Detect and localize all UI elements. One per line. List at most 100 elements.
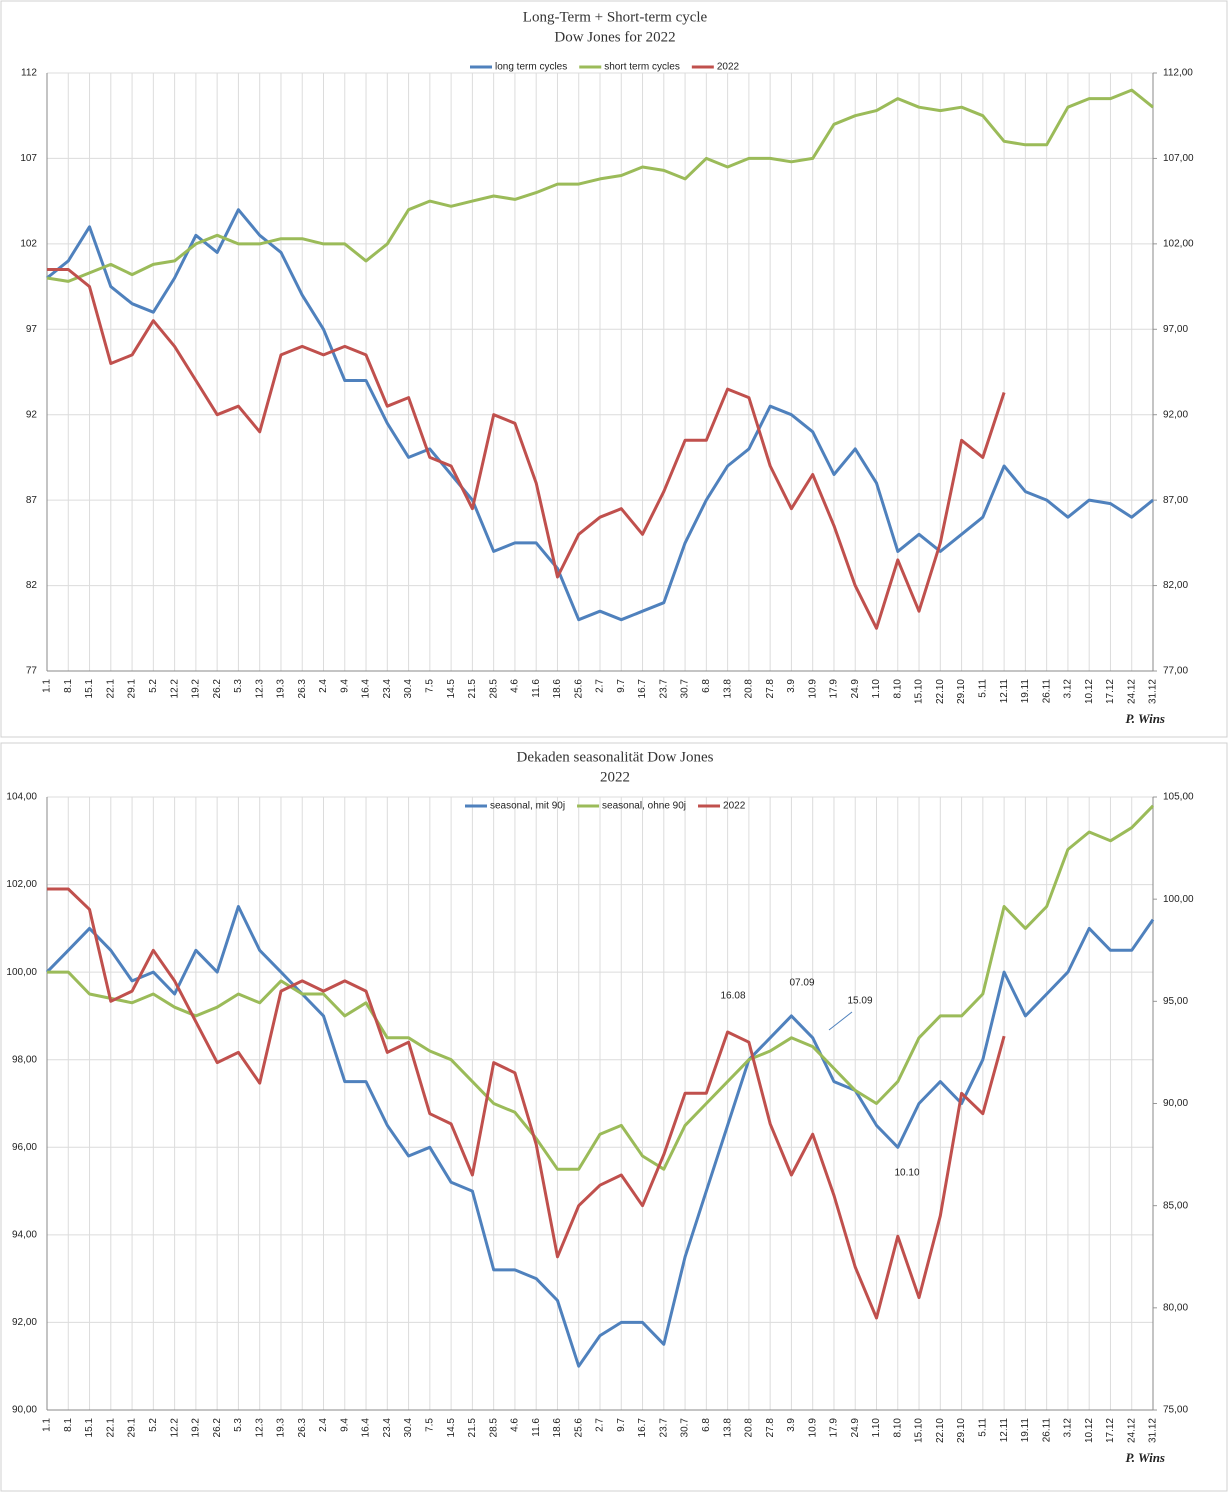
x-tick-label: 18.6 (552, 1418, 563, 1438)
x-tick-label: 4.6 (510, 1418, 521, 1432)
x-tick-label: 24.12 (1126, 679, 1137, 704)
x-tick-label: 19.11 (1020, 679, 1031, 704)
series-line (47, 887, 1006, 1320)
x-tick-label: 2.4 (318, 1418, 329, 1432)
x-tick-label: 12.2 (169, 1418, 180, 1438)
x-tick-label: 27.8 (765, 679, 776, 699)
x-tick-label: 22.10 (935, 679, 946, 704)
x-tick-label: 5.2 (148, 1418, 159, 1432)
x-tick-label: 15.1 (84, 679, 95, 699)
annotation: 07.09 (789, 978, 814, 989)
x-tick-label: 26.2 (212, 1418, 223, 1438)
x-tick-label: 27.8 (765, 1418, 776, 1438)
x-tick-label: 12.11 (999, 679, 1010, 704)
x-tick-label: 25.6 (573, 679, 584, 699)
x-tick-label: 15.1 (84, 1418, 95, 1438)
series-line (46, 88, 1154, 283)
annotation: 15.09 (847, 996, 872, 1007)
x-tick-label: 10.9 (807, 679, 818, 699)
y2-tick-label: 97,00 (1163, 324, 1188, 335)
x-tick-label: 3.9 (786, 1418, 797, 1432)
annotation-arrow (828, 1011, 853, 1031)
y2-tick-label: 90,00 (1163, 1098, 1188, 1109)
x-tick-label: 3.9 (786, 679, 797, 693)
x-tick-label: 6.8 (701, 679, 712, 693)
x-tick-label: 22.1 (105, 679, 116, 699)
chart-border (0, 742, 1228, 1492)
y-tick-label: 92 (26, 409, 38, 420)
chart-title: Dekaden seasonalität Dow Jones (516, 749, 713, 765)
x-tick-label: 11.6 (531, 679, 542, 698)
x-tick-label: 12.3 (254, 679, 265, 699)
x-tick-label: 9.7 (616, 679, 627, 693)
series-line (47, 268, 1006, 630)
x-tick-label: 30.4 (403, 1418, 414, 1438)
x-tick-label: 5.11 (977, 1418, 988, 1437)
x-tick-label: 5.3 (233, 1418, 244, 1432)
x-tick-label: 2.7 (595, 1418, 606, 1432)
x-tick-label: 10.9 (807, 1418, 818, 1438)
x-tick-label: 12.11 (999, 1418, 1010, 1443)
legend-label: long term cycles (495, 62, 567, 73)
y2-tick-label: 102,00 (1163, 238, 1194, 249)
x-tick-label: 23.7 (658, 679, 669, 699)
x-tick-label: 24.9 (850, 1418, 861, 1438)
y2-tick-label: 107,00 (1163, 153, 1194, 164)
y-tick-label: 94,00 (12, 1229, 37, 1240)
legend-label: 2022 (717, 62, 740, 73)
y-tick-label: 87 (26, 495, 38, 506)
x-tick-label: 7.5 (424, 1418, 435, 1432)
y2-tick-label: 85,00 (1163, 1200, 1188, 1211)
x-tick-label: 19.3 (276, 679, 287, 699)
x-tick-label: 20.8 (744, 1418, 755, 1438)
y-tick-label: 107 (20, 153, 37, 164)
series-line (47, 804, 1155, 1171)
y2-tick-label: 80,00 (1163, 1302, 1188, 1313)
x-tick-label: 9.4 (339, 1418, 350, 1432)
x-tick-label: 8.1 (63, 679, 74, 693)
y-tick-label: 102,00 (6, 879, 37, 890)
x-tick-label: 5.2 (148, 679, 159, 693)
x-tick-label: 23.4 (382, 679, 393, 699)
x-tick-label: 10.12 (1084, 679, 1095, 704)
x-tick-label: 29.10 (956, 1418, 967, 1443)
x-tick-label: 6.8 (701, 1418, 712, 1432)
y-tick-label: 97 (26, 324, 38, 335)
x-tick-label: 7.5 (424, 679, 435, 693)
y2-tick-label: 82,00 (1163, 580, 1188, 591)
x-tick-label: 19.2 (191, 679, 202, 699)
x-tick-label: 1.1 (42, 1418, 53, 1432)
annotation: 16.08 (720, 991, 745, 1002)
annotation: 10.10 (894, 1168, 919, 1179)
x-tick-label: 30.7 (680, 679, 691, 699)
x-tick-label: 13.8 (722, 1418, 733, 1438)
y-tick-label: 104,00 (6, 792, 37, 803)
y-tick-label: 77 (26, 666, 38, 677)
x-tick-label: 14.5 (446, 679, 457, 699)
legend-label: seasonal, mit 90j (490, 801, 565, 812)
x-tick-label: 26.3 (297, 1418, 308, 1438)
x-tick-label: 5.3 (233, 679, 244, 693)
signature: P. Wins (1125, 711, 1165, 726)
x-tick-label: 3.12 (1063, 679, 1074, 699)
x-tick-label: 16.4 (361, 679, 372, 699)
x-tick-label: 2.7 (595, 679, 606, 693)
x-tick-label: 22.1 (105, 1418, 116, 1438)
x-tick-label: 17.9 (829, 679, 840, 699)
y-tick-label: 82 (26, 580, 38, 591)
y2-tick-label: 105,00 (1163, 792, 1194, 803)
x-tick-label: 5.11 (977, 679, 988, 698)
x-tick-label: 8.10 (892, 679, 903, 699)
x-tick-label: 1.10 (871, 679, 882, 699)
x-tick-label: 20.8 (744, 679, 755, 699)
x-tick-label: 19.11 (1020, 1418, 1031, 1443)
x-tick-label: 29.10 (956, 679, 967, 704)
x-tick-label: 17.9 (829, 1418, 840, 1438)
y-tick-label: 96,00 (12, 1142, 37, 1153)
x-tick-label: 11.6 (531, 1418, 542, 1437)
x-tick-label: 1.10 (871, 1418, 882, 1438)
x-tick-label: 30.7 (680, 1418, 691, 1438)
x-tick-label: 16.7 (637, 1418, 648, 1438)
x-tick-label: 2.4 (318, 679, 329, 693)
y-tick-label: 92,00 (12, 1317, 37, 1328)
